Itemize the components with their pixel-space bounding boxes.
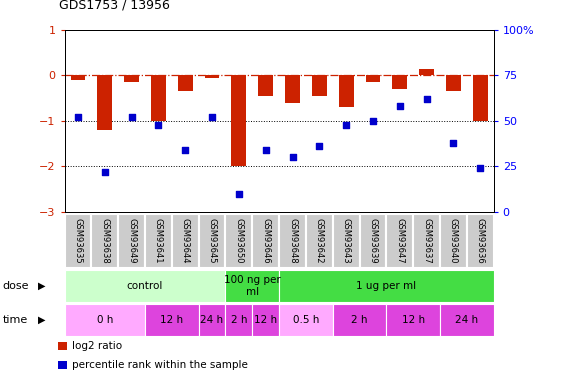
Bar <box>279 270 494 302</box>
Point <box>422 96 431 102</box>
Text: GSM93647: GSM93647 <box>396 218 404 264</box>
Text: percentile rank within the sample: percentile rank within the sample <box>72 360 247 370</box>
Text: 1 ug per ml: 1 ug per ml <box>356 281 416 291</box>
Bar <box>360 214 387 268</box>
Text: GSM93650: GSM93650 <box>234 218 243 264</box>
Bar <box>333 304 387 336</box>
Point <box>315 143 324 149</box>
Point <box>234 190 243 196</box>
Text: GSM93639: GSM93639 <box>369 218 378 264</box>
Bar <box>151 75 165 121</box>
Bar <box>145 304 199 336</box>
Text: GSM93645: GSM93645 <box>208 218 217 264</box>
Point <box>208 114 217 120</box>
Bar <box>306 214 333 268</box>
Text: GSM93640: GSM93640 <box>449 218 458 264</box>
Text: GSM93644: GSM93644 <box>181 218 190 264</box>
Text: 0.5 h: 0.5 h <box>293 315 319 325</box>
Bar <box>145 214 172 268</box>
Text: 2 h: 2 h <box>351 315 368 325</box>
Bar <box>279 214 306 268</box>
Text: GSM93646: GSM93646 <box>261 218 270 264</box>
Text: GSM93638: GSM93638 <box>100 218 109 264</box>
Bar <box>467 214 494 268</box>
Point <box>342 122 351 128</box>
Bar <box>252 304 279 336</box>
Bar <box>226 270 279 302</box>
Bar <box>387 214 413 268</box>
Text: ▶: ▶ <box>38 281 45 291</box>
Point <box>449 140 458 146</box>
Text: GDS1753 / 13956: GDS1753 / 13956 <box>59 0 170 11</box>
Bar <box>440 214 467 268</box>
Bar <box>387 304 440 336</box>
Text: 24 h: 24 h <box>200 315 224 325</box>
Text: GSM93641: GSM93641 <box>154 218 163 264</box>
Text: 12 h: 12 h <box>402 315 425 325</box>
Bar <box>226 214 252 268</box>
Bar <box>226 304 252 336</box>
Bar <box>446 75 461 92</box>
Point <box>396 104 404 110</box>
Text: 100 ng per
ml: 100 ng per ml <box>224 275 280 297</box>
Bar <box>65 214 91 268</box>
Text: GSM93649: GSM93649 <box>127 218 136 264</box>
Bar <box>124 75 139 82</box>
Bar <box>339 75 353 107</box>
Point <box>181 147 190 153</box>
Bar <box>58 342 67 350</box>
Point <box>127 114 136 120</box>
Point <box>288 154 297 160</box>
Text: control: control <box>127 281 163 291</box>
Bar <box>258 75 273 96</box>
Bar <box>65 270 226 302</box>
Bar <box>333 214 360 268</box>
Bar <box>65 304 145 336</box>
Bar <box>419 69 434 75</box>
Bar <box>366 75 380 82</box>
Bar <box>71 75 85 80</box>
Point <box>154 122 163 128</box>
Text: GSM93642: GSM93642 <box>315 218 324 264</box>
Text: 24 h: 24 h <box>456 315 479 325</box>
Point <box>73 114 82 120</box>
Bar <box>413 214 440 268</box>
Text: 0 h: 0 h <box>96 315 113 325</box>
Bar <box>205 75 219 78</box>
Text: GSM93643: GSM93643 <box>342 218 351 264</box>
Text: dose: dose <box>3 281 29 291</box>
Text: GSM93637: GSM93637 <box>422 218 431 264</box>
Bar <box>91 214 118 268</box>
Bar <box>172 214 199 268</box>
Text: ▶: ▶ <box>38 315 45 325</box>
Point <box>261 147 270 153</box>
Bar <box>252 214 279 268</box>
Bar <box>440 304 494 336</box>
Bar <box>312 75 327 96</box>
Text: 12 h: 12 h <box>254 315 277 325</box>
Bar <box>178 75 192 92</box>
Text: GSM93636: GSM93636 <box>476 218 485 264</box>
Bar <box>199 214 226 268</box>
Point <box>369 118 378 124</box>
Bar <box>98 75 112 130</box>
Point <box>100 169 109 175</box>
Text: time: time <box>3 315 28 325</box>
Bar <box>393 75 407 89</box>
Point <box>476 165 485 171</box>
Text: GSM93648: GSM93648 <box>288 218 297 264</box>
Text: 12 h: 12 h <box>160 315 183 325</box>
Bar <box>473 75 488 121</box>
Text: log2 ratio: log2 ratio <box>72 341 122 351</box>
Bar <box>58 361 67 369</box>
Bar <box>279 304 333 336</box>
Bar <box>285 75 300 103</box>
Bar <box>118 214 145 268</box>
Bar <box>232 75 246 166</box>
Bar <box>199 304 226 336</box>
Text: 2 h: 2 h <box>231 315 247 325</box>
Text: GSM93635: GSM93635 <box>73 218 82 264</box>
